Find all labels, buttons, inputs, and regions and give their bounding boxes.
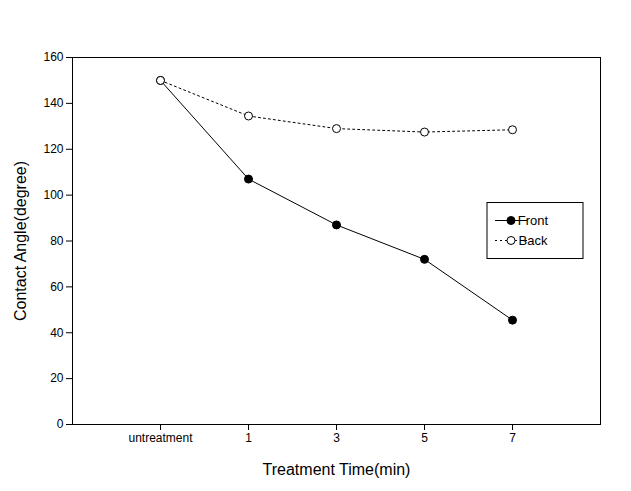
- svg-text:140: 140: [43, 96, 63, 110]
- svg-text:1: 1: [245, 431, 252, 445]
- svg-text:Front: Front: [518, 213, 549, 228]
- svg-text:60: 60: [50, 280, 64, 294]
- svg-text:120: 120: [43, 142, 63, 156]
- svg-text:20: 20: [50, 371, 64, 385]
- svg-text:100: 100: [43, 188, 63, 202]
- svg-text:80: 80: [50, 234, 64, 248]
- svg-text:7: 7: [509, 431, 516, 445]
- svg-text:Back: Back: [519, 233, 548, 248]
- svg-text:Treatment Time(min): Treatment Time(min): [263, 461, 411, 478]
- svg-text:untreatment: untreatment: [128, 431, 193, 445]
- svg-text:Contact Angle(degree): Contact Angle(degree): [12, 161, 29, 321]
- svg-text:3: 3: [333, 431, 340, 445]
- svg-text:0: 0: [57, 417, 64, 431]
- svg-text:5: 5: [421, 431, 428, 445]
- svg-text:160: 160: [43, 50, 63, 64]
- svg-text:40: 40: [50, 326, 64, 340]
